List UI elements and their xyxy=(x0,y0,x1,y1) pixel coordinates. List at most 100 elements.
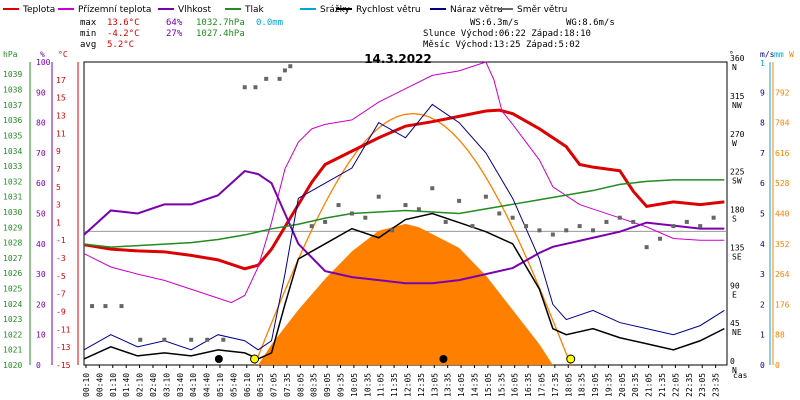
hpa-tick-label: 1023 xyxy=(3,315,22,324)
wind-direction-point xyxy=(349,211,354,216)
ms-unit: m/s xyxy=(760,50,775,59)
ms-tick-label: 9 xyxy=(760,88,765,97)
hpa-tick-label: 1035 xyxy=(3,131,22,140)
hpa-tick-label: 1033 xyxy=(3,162,22,171)
x-tick-label: 16:05 xyxy=(511,373,520,397)
ms-tick-label: 5 xyxy=(760,210,765,219)
hpa-tick-label: 1031 xyxy=(3,193,22,202)
w-tick-label: 616 xyxy=(775,149,790,158)
hpa-tick-label: 1024 xyxy=(3,300,22,309)
x-tick-label: 02:10 xyxy=(136,373,145,397)
deg-tick-direction: SE xyxy=(732,252,742,261)
ms-tick-label: 3 xyxy=(760,270,765,279)
c-tick-label: 13 xyxy=(56,111,66,120)
deg-tick-direction: N xyxy=(732,366,737,375)
hpa-tick-label: 1020 xyxy=(3,361,22,370)
wind-direction-point xyxy=(189,337,194,342)
deg-tick-value: 45 xyxy=(730,319,740,328)
wind-direction-point xyxy=(403,203,408,208)
x-tick-label: 14:05 xyxy=(457,373,466,397)
c-tick-label: -5 xyxy=(56,272,66,281)
wind-direction-point xyxy=(658,236,663,241)
stat-moon-times: Měsíc Východ:13:25 Západ:5:02 xyxy=(423,40,580,50)
hpa-tick-label: 1028 xyxy=(3,239,22,248)
hpa-tick-label: 1022 xyxy=(3,330,22,339)
pct-unit: % xyxy=(40,50,45,59)
w-tick-label: 440 xyxy=(775,210,790,219)
x-tick-label: 18:35 xyxy=(578,373,587,397)
ms-tick-label: 8 xyxy=(760,119,765,128)
stat-rain: 0.0mm xyxy=(256,18,283,28)
x-tick-label: 04:10 xyxy=(189,373,198,397)
ms-tick-label: 0 xyxy=(760,361,765,370)
x-tick-label: 09:05 xyxy=(323,373,332,397)
x-tick-label: 17:35 xyxy=(551,373,560,397)
x-tick-label: 23:35 xyxy=(712,373,721,397)
hpa-tick-label: 1026 xyxy=(3,269,22,278)
ms-tick-label: 2 xyxy=(760,300,765,309)
w-tick-label: 792 xyxy=(775,88,790,97)
c-tick-label: -3 xyxy=(56,254,66,263)
stat-max-pressure: 1032.7hPa xyxy=(196,18,245,28)
wind-direction-point xyxy=(430,186,435,191)
wind-direction-point xyxy=(221,337,226,342)
x-tick-label: 19:35 xyxy=(604,373,613,397)
hpa-tick-label: 1037 xyxy=(3,101,22,110)
wind-direction-point xyxy=(253,85,258,90)
wind-direction-point xyxy=(90,304,95,309)
hpa-tick-label: 1021 xyxy=(3,346,22,355)
deg-tick-direction: NE xyxy=(732,328,742,337)
hpa-tick-label: 1025 xyxy=(3,284,22,293)
pct-tick-label: 70 xyxy=(36,149,46,158)
wind-direction-point xyxy=(644,245,649,250)
series-line-0 xyxy=(83,108,725,271)
x-tick-label: 09:35 xyxy=(337,373,346,397)
c-tick-label: 15 xyxy=(56,94,66,103)
wind-direction-point xyxy=(282,68,287,73)
wind-direction-point xyxy=(684,219,689,224)
legend-label: Směr větru xyxy=(517,5,567,15)
deg-tick-value: 135 xyxy=(730,243,745,252)
x-tick-label: 15:05 xyxy=(484,373,493,397)
wind-direction-point xyxy=(103,304,108,309)
wind-direction-point xyxy=(277,76,282,81)
moonset-marker xyxy=(214,355,223,363)
wind-direction-point xyxy=(591,228,596,233)
wind-direction-point xyxy=(119,304,124,309)
wind-direction-point xyxy=(510,215,515,220)
x-tick-label: 21:35 xyxy=(658,373,667,397)
deg-tick-direction: SW xyxy=(732,177,742,186)
x-tick-label: 21:05 xyxy=(645,373,654,397)
wind-direction-point xyxy=(242,85,247,90)
solar-area xyxy=(258,223,553,365)
wind-direction-point xyxy=(617,215,622,220)
hpa-tick-label: 1038 xyxy=(3,86,22,95)
deg-tick-direction: W xyxy=(732,139,737,148)
wind-direction-point xyxy=(631,219,636,224)
x-tick-label: 13:35 xyxy=(444,373,453,397)
x-tick-label: 16:35 xyxy=(524,373,533,397)
deg-tick-value: 270 xyxy=(730,130,745,139)
ms-tick-label: 4 xyxy=(760,240,765,249)
wind-direction-point xyxy=(264,76,269,81)
x-tick-label: 11:05 xyxy=(377,373,386,397)
x-tick-label: 03:40 xyxy=(176,373,185,397)
w-tick-label: 352 xyxy=(775,240,790,249)
hpa-tick-label: 1036 xyxy=(3,116,22,125)
w-tick-label: 0 xyxy=(775,361,780,370)
c-tick-label: -13 xyxy=(56,343,71,352)
stat-max-label: max xyxy=(80,18,97,28)
x-tick-label: 15:35 xyxy=(497,373,506,397)
pct-tick-label: 30 xyxy=(36,270,46,279)
deg-tick-direction: NW xyxy=(732,101,742,110)
c-tick-label: -7 xyxy=(56,290,66,299)
series-line-5 xyxy=(83,103,725,351)
stat-avg-temp: 5.2°C xyxy=(107,40,134,50)
deg-tick-value: 180 xyxy=(730,206,745,215)
c-tick-label: 17 xyxy=(56,76,66,85)
hpa-tick-label: 1027 xyxy=(3,254,22,263)
wind-direction-point xyxy=(604,219,609,224)
wind-direction-point xyxy=(205,337,210,342)
wind-direction-point xyxy=(671,224,676,229)
